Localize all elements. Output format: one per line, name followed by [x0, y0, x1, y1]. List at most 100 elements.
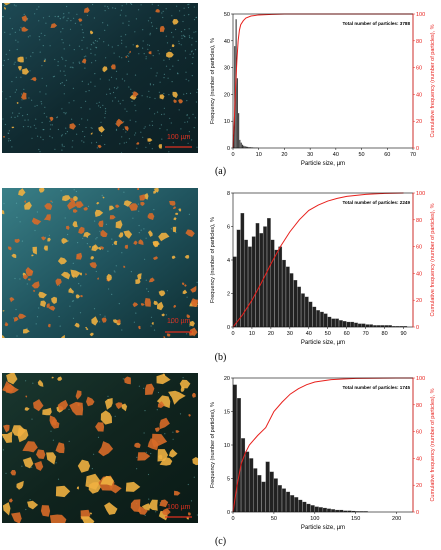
- micrograph-speck: [138, 224, 140, 227]
- micrograph-speck: [60, 31, 62, 33]
- y2-tick-label: 100: [416, 191, 425, 197]
- micrograph-particle: [172, 206, 177, 210]
- micrograph-particle: [157, 401, 165, 408]
- micrograph-particle: [104, 502, 118, 515]
- micrograph-speck: [73, 49, 75, 51]
- micrograph-particle: [80, 516, 95, 523]
- micrograph-speck: [3, 202, 5, 205]
- micrograph-speck: [51, 137, 53, 139]
- micrograph-speck: [68, 408, 70, 410]
- micrograph-speck: [190, 500, 193, 502]
- micrograph-speck: [151, 120, 153, 122]
- micrograph-particle: [17, 427, 29, 443]
- micrograph-particle: [57, 399, 69, 411]
- micrograph-speck: [147, 44, 149, 46]
- micrograph-speck: [108, 288, 110, 290]
- micrograph-speck: [2, 64, 4, 66]
- histogram-bar: [236, 397, 241, 513]
- micrograph-particle: [47, 237, 51, 242]
- histogram-bar: [357, 323, 362, 328]
- micrograph-speck: [13, 4, 15, 6]
- micrograph-particle: [76, 254, 79, 258]
- micrograph-speck: [44, 34, 46, 37]
- y2-tick-label: 100: [416, 12, 425, 18]
- micrograph-speck: [154, 97, 156, 100]
- micrograph-speck: [132, 217, 134, 219]
- micrograph-particle: [68, 287, 74, 294]
- x-tick-label: 60: [344, 331, 350, 337]
- micrograph-speck: [180, 31, 183, 33]
- micrograph-speck: [156, 27, 158, 29]
- micrograph-speck: [153, 209, 155, 211]
- micrograph-particle: [25, 267, 34, 277]
- histogram-bar: [257, 475, 262, 513]
- micrograph-speck: [21, 99, 23, 101]
- micrograph-speck: [56, 117, 58, 119]
- micrograph-particle: [85, 473, 101, 490]
- micrograph-speck: [91, 127, 93, 129]
- histogram-bar: [326, 508, 331, 513]
- micrograph-speck: [61, 143, 63, 145]
- micrograph-speck: [94, 220, 96, 222]
- histogram-bar: [346, 321, 351, 328]
- micrograph-speck: [40, 101, 42, 103]
- micrograph-particle: [21, 26, 29, 32]
- micrograph-particle: [75, 390, 82, 400]
- micrograph-particle: [66, 225, 70, 230]
- micrograph-speck: [183, 34, 185, 36]
- micrograph-c-image: [2, 373, 198, 523]
- micrograph-speck: [99, 230, 101, 232]
- micrograph-particle: [123, 265, 126, 268]
- micrograph-speck: [145, 146, 147, 148]
- micrograph-speck: [72, 300, 75, 302]
- x-axis-label: Particle size, µm: [301, 340, 345, 346]
- micrograph-speck: [138, 210, 140, 212]
- micrograph-particle: [192, 457, 198, 466]
- micrograph-speck: [29, 70, 31, 72]
- histogram-bar: [238, 113, 240, 149]
- micrograph-speck: [105, 110, 107, 112]
- micrograph-speck: [11, 28, 13, 30]
- y2-tick-label: 20: [416, 483, 422, 489]
- micrograph-speck: [27, 36, 29, 38]
- micrograph-speck: [16, 216, 18, 218]
- micrograph-speck: [152, 55, 154, 57]
- micrograph-speck: [66, 131, 68, 133]
- histogram-bar: [331, 509, 336, 513]
- micrograph-speck: [157, 391, 160, 394]
- micrograph-speck: [95, 141, 98, 143]
- micrograph-speck: [143, 228, 145, 230]
- micrograph-speck: [38, 36, 40, 38]
- micrograph-speck: [23, 13, 25, 15]
- micrograph-speck: [101, 194, 103, 196]
- micrograph-particle: [70, 269, 81, 278]
- micrograph-speck: [129, 119, 131, 121]
- micrograph-particle: [159, 499, 169, 508]
- micrograph-particle: [51, 418, 60, 429]
- micrograph-particle: [148, 51, 152, 55]
- micrograph-speck: [104, 143, 106, 146]
- micrograph-speck: [159, 127, 161, 130]
- micrograph-speck: [43, 129, 45, 131]
- micrograph-speck: [184, 50, 186, 52]
- micrograph-particle: [33, 399, 44, 412]
- micrograph-speck: [187, 135, 189, 137]
- y-tick-label: 8: [227, 191, 230, 197]
- micrograph-particle: [158, 290, 166, 297]
- micrograph-particle: [121, 403, 128, 412]
- micrograph-speck: [112, 100, 114, 102]
- micrograph-speck: [163, 107, 165, 109]
- histogram-bar: [294, 497, 299, 513]
- micrograph-speck: [194, 117, 196, 119]
- micrograph-particle: [156, 374, 171, 385]
- micrograph-speck: [114, 7, 116, 9]
- micrograph-speck: [111, 293, 113, 295]
- micrograph-speck: [61, 149, 63, 151]
- micrograph-speck: [24, 119, 26, 121]
- x-tick-label: 80: [382, 331, 388, 337]
- micrograph-speck: [22, 115, 24, 117]
- micrograph-speck: [189, 53, 191, 55]
- x-tick-label: 10: [249, 331, 255, 337]
- micrograph-speck: [73, 100, 75, 102]
- x-tick-label: 20: [268, 331, 274, 337]
